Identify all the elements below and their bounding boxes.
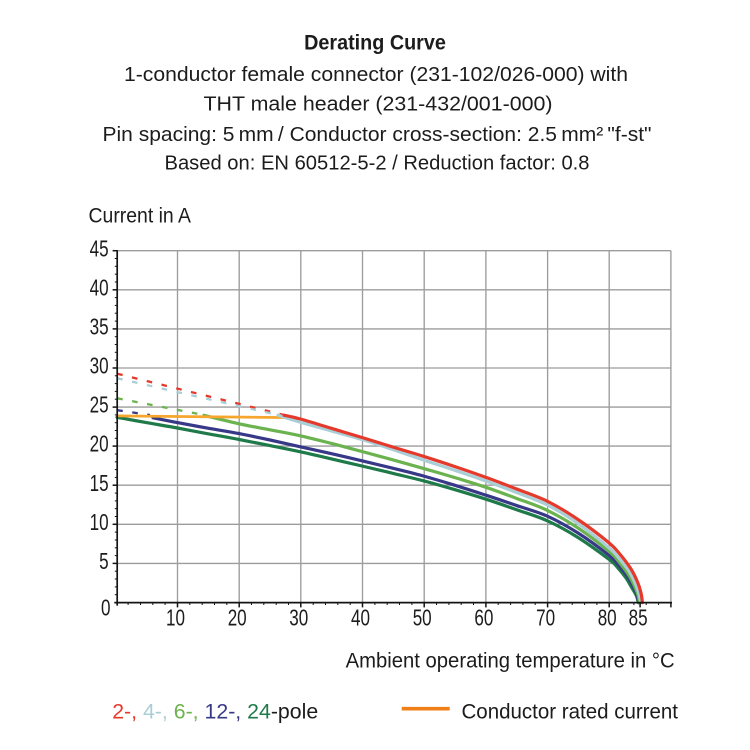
svg-text:30: 30 xyxy=(90,353,109,379)
svg-text:20: 20 xyxy=(90,431,109,457)
svg-text:Derating Curve: Derating Curve xyxy=(304,31,446,54)
svg-text:2-, 4-, 6-, 12-, 24-pole: 2-, 4-, 6-, 12-, 24-pole xyxy=(112,699,318,723)
svg-text:1-conductor female connector (: 1-conductor female connector (231-102/02… xyxy=(124,63,628,86)
svg-text:50: 50 xyxy=(413,604,432,630)
svg-text:85: 85 xyxy=(629,604,648,630)
svg-text:10: 10 xyxy=(166,604,185,630)
svg-text:40: 40 xyxy=(90,274,109,300)
svg-text:THT male header (231-432/001-0: THT male header (231-432/001-000) xyxy=(204,93,553,116)
svg-text:80: 80 xyxy=(598,604,617,630)
svg-text:5: 5 xyxy=(99,548,109,574)
svg-text:20: 20 xyxy=(228,604,247,630)
svg-text:10: 10 xyxy=(90,509,109,535)
svg-text:35: 35 xyxy=(90,314,109,340)
svg-text:0: 0 xyxy=(101,594,111,620)
svg-text:45: 45 xyxy=(90,235,109,261)
svg-text:40: 40 xyxy=(351,604,370,630)
svg-text:25: 25 xyxy=(90,392,109,418)
svg-text:60: 60 xyxy=(474,604,493,630)
svg-text:30: 30 xyxy=(289,604,308,630)
svg-text:Pin spacing: 5 mm / Conductor: Pin spacing: 5 mm / Conductor cross-sect… xyxy=(103,123,652,146)
svg-text:Conductor rated current: Conductor rated current xyxy=(462,699,679,723)
svg-text:Current in A: Current in A xyxy=(89,204,192,228)
svg-text:70: 70 xyxy=(536,604,555,630)
svg-text:15: 15 xyxy=(90,470,109,496)
svg-text:Based on: EN 60512-5-2 / Reduc: Based on: EN 60512-5-2 / Reduction facto… xyxy=(165,152,590,175)
svg-text:Ambient operating temperature: Ambient operating temperature in °C xyxy=(346,648,675,672)
